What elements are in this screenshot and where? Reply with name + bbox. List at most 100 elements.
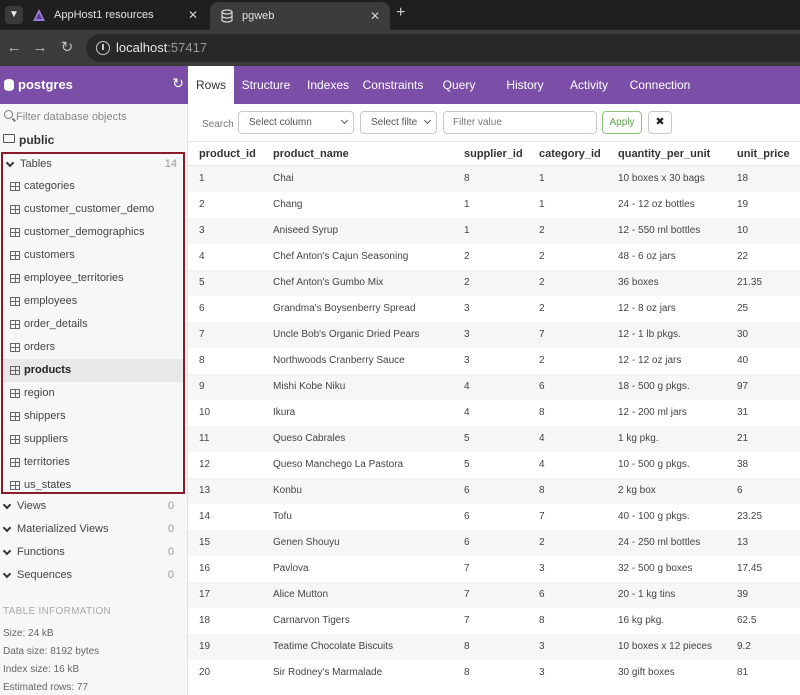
table-row[interactable]: 2 Chang 1 1 24 - 12 oz bottles 19 <box>188 192 800 218</box>
cell-product-name[interactable]: Queso Cabrales <box>273 433 346 444</box>
cell-supplier-id[interactable]: 2 <box>464 277 470 288</box>
cell-product-name[interactable]: Sir Rodney's Marmalade <box>273 667 383 678</box>
cell-product-name[interactable]: Tofu <box>273 511 292 522</box>
sidebar-table-region[interactable]: region <box>3 382 183 405</box>
browser-tab-pgweb[interactable]: pgweb ✕ <box>210 2 390 30</box>
cell-quantity-per-unit[interactable]: 12 - 12 oz jars <box>618 355 682 366</box>
back-arrow-icon[interactable]: ← <box>6 39 22 56</box>
sidebar-table-us-states[interactable]: us_states <box>3 474 183 497</box>
table-row[interactable]: 6 Grandma's Boysenberry Spread 3 2 12 - 8 oz… <box>188 296 800 322</box>
cell-quantity-per-unit[interactable]: 24 - 12 oz bottles <box>618 199 695 210</box>
cell-category-id[interactable]: 2 <box>539 537 545 548</box>
tab-activity[interactable]: Activity <box>569 78 608 92</box>
cell-product-name[interactable]: Pavlova <box>273 563 309 574</box>
table-row[interactable]: 4 Chef Anton's Cajun Seasoning 2 2 48 - 6 oz… <box>188 244 800 270</box>
cell-product-name[interactable]: Genen Shouyu <box>273 537 340 548</box>
table-row[interactable]: 13 Konbu 6 8 2 kg box 6 <box>188 478 800 504</box>
cell-category-id[interactable]: 1 <box>539 173 545 184</box>
tab-indexes[interactable]: Indexes <box>306 78 350 92</box>
cell-quantity-per-unit[interactable]: 30 gift boxes <box>618 667 675 678</box>
cell-supplier-id[interactable]: 7 <box>464 615 470 626</box>
cell-product-name[interactable]: Grandma's Boysenberry Spread <box>273 303 416 314</box>
table-row[interactable]: 15 Genen Shouyu 6 2 24 - 250 ml bottles 13 <box>188 530 800 556</box>
cell-supplier-id[interactable]: 3 <box>464 355 470 366</box>
cell-product-id[interactable]: 8 <box>199 355 205 366</box>
column-header-supplier-id[interactable]: supplier_id <box>464 148 523 160</box>
tab-structure[interactable]: Structure <box>241 78 291 92</box>
sidebar-table-suppliers[interactable]: suppliers <box>3 428 183 451</box>
column-header-quantity-per-unit[interactable]: quantity_per_unit <box>618 148 711 160</box>
column-header-product-name[interactable]: product_name <box>273 148 349 160</box>
cell-unit-price[interactable]: 13 <box>737 537 749 548</box>
cell-unit-price[interactable]: 21 <box>737 433 749 444</box>
cell-product-id[interactable]: 13 <box>199 485 211 496</box>
cell-supplier-id[interactable]: 1 <box>464 225 470 236</box>
cell-product-id[interactable]: 11 <box>199 433 210 444</box>
cell-quantity-per-unit[interactable]: 1 kg pkg. <box>618 433 659 444</box>
cell-unit-price[interactable]: 22 <box>737 251 749 262</box>
cell-unit-price[interactable]: 31 <box>737 407 749 418</box>
cell-category-id[interactable]: 2 <box>539 355 545 366</box>
table-row[interactable]: 17 Alice Mutton 7 6 20 - 1 kg tins 39 <box>188 582 800 608</box>
table-row[interactable]: 9 Mishi Kobe Niku 4 6 18 - 500 g pkgs. 97 <box>188 374 800 400</box>
table-row[interactable]: 5 Chef Anton's Gumbo Mix 2 2 36 boxes 21.35 <box>188 270 800 296</box>
cell-category-id[interactable]: 2 <box>539 303 545 314</box>
table-row[interactable]: 20 Sir Rodney's Marmalade 8 3 30 gift boxes 8… <box>188 660 800 686</box>
cell-unit-price[interactable]: 19 <box>737 199 749 210</box>
cell-supplier-id[interactable]: 6 <box>464 537 470 548</box>
cell-unit-price[interactable]: 38 <box>737 459 749 470</box>
cell-category-id[interactable]: 1 <box>539 199 545 210</box>
cell-product-id[interactable]: 6 <box>199 303 205 314</box>
cell-category-id[interactable]: 8 <box>539 615 545 626</box>
cell-category-id[interactable]: 8 <box>539 407 545 418</box>
cell-product-name[interactable]: Konbu <box>273 485 302 496</box>
cell-supplier-id[interactable]: 2 <box>464 251 470 262</box>
sidebar-table-customer-customer-demo[interactable]: customer_customer_demo <box>3 198 183 221</box>
cell-supplier-id[interactable]: 5 <box>464 433 470 444</box>
table-row[interactable]: 8 Northwoods Cranberry Sauce 3 2 12 - 12 oz … <box>188 348 800 374</box>
cell-quantity-per-unit[interactable]: 12 - 1 lb pkgs. <box>618 329 681 340</box>
table-row[interactable]: 16 Pavlova 7 3 32 - 500 g boxes 17.45 <box>188 556 800 582</box>
cell-product-name[interactable]: Queso Manchego La Pastora <box>273 459 404 470</box>
cell-unit-price[interactable]: 39 <box>737 589 749 600</box>
cell-product-id[interactable]: 17 <box>199 589 211 600</box>
cell-quantity-per-unit[interactable]: 36 boxes <box>618 277 659 288</box>
sidebar-table-territories[interactable]: territories <box>3 451 183 474</box>
cell-product-id[interactable]: 10 <box>199 407 211 418</box>
cell-product-id[interactable]: 7 <box>199 329 205 340</box>
group-functions[interactable]: Functions 0 <box>0 542 186 564</box>
table-row[interactable]: 14 Tofu 6 7 40 - 100 g pkgs. 23.25 <box>188 504 800 530</box>
sidebar-table-shippers[interactable]: shippers <box>3 405 183 428</box>
clear-filter-button[interactable]: ✖ <box>648 111 672 134</box>
tab-rows[interactable]: Rows <box>188 66 234 104</box>
cell-quantity-per-unit[interactable]: 16 kg pkg. <box>618 615 665 626</box>
table-row[interactable]: 3 Aniseed Syrup 1 2 12 - 550 ml bottles 10 <box>188 218 800 244</box>
cell-category-id[interactable]: 4 <box>539 433 545 444</box>
column-header-product-id[interactable]: product_id <box>199 148 256 160</box>
site-info-icon[interactable] <box>96 41 110 55</box>
cell-quantity-per-unit[interactable]: 32 - 500 g boxes <box>618 563 693 574</box>
tab-history[interactable]: History <box>506 78 544 92</box>
table-row[interactable]: 18 Carnarvon Tigers 7 8 16 kg pkg. 62.5 <box>188 608 800 634</box>
cell-quantity-per-unit[interactable]: 10 - 500 g pkgs. <box>618 459 690 470</box>
close-tab-icon[interactable]: ✕ <box>369 9 380 23</box>
cell-category-id[interactable]: 8 <box>539 485 545 496</box>
browser-tab-apphost[interactable]: AppHost1 resources ✕ <box>22 0 208 30</box>
sidebar-table-categories[interactable]: categories <box>3 175 183 198</box>
cell-product-name[interactable]: Alice Mutton <box>273 589 329 600</box>
cell-product-id[interactable]: 14 <box>199 511 211 522</box>
table-row[interactable]: 12 Queso Manchego La Pastora 5 4 10 - 500 g … <box>188 452 800 478</box>
cell-supplier-id[interactable]: 6 <box>464 485 470 496</box>
cell-product-name[interactable]: Aniseed Syrup <box>273 225 339 236</box>
filter-objects-input[interactable] <box>16 108 184 126</box>
cell-supplier-id[interactable]: 7 <box>464 589 470 600</box>
cell-product-name[interactable]: Ikura <box>273 407 296 418</box>
cell-supplier-id[interactable]: 4 <box>464 381 470 392</box>
cell-product-name[interactable]: Teatime Chocolate Biscuits <box>273 641 394 652</box>
cell-quantity-per-unit[interactable]: 10 boxes x 30 bags <box>618 173 705 184</box>
cell-quantity-per-unit[interactable]: 18 - 500 g pkgs. <box>618 381 690 392</box>
table-row[interactable]: 7 Uncle Bob's Organic Dried Pears 3 7 12 - 1… <box>188 322 800 348</box>
cell-category-id[interactable]: 7 <box>539 329 545 340</box>
cell-unit-price[interactable]: 25 <box>737 303 749 314</box>
cell-quantity-per-unit[interactable]: 24 - 250 ml bottles <box>618 537 701 548</box>
